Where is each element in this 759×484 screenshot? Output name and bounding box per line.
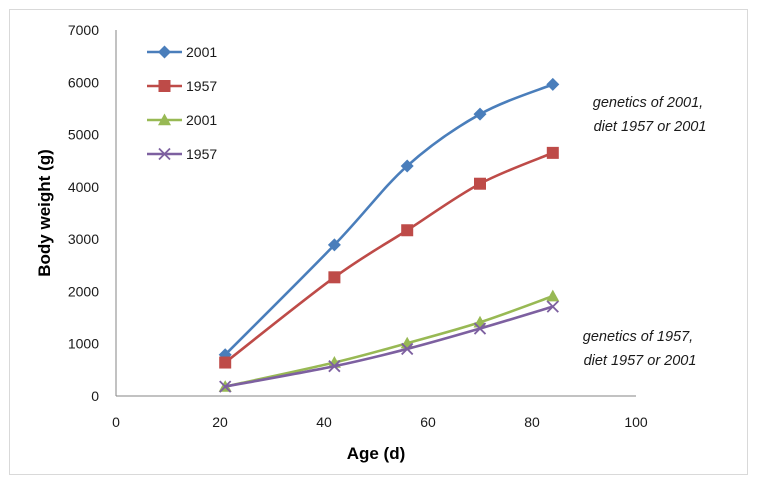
diamond-marker (546, 77, 560, 91)
x-marker-stroke (473, 322, 487, 335)
chart-frame (9, 9, 748, 475)
series-3 (218, 289, 560, 392)
y-tick-label: 5000 (68, 127, 99, 143)
square-marker (546, 146, 559, 159)
y-tick-label: 1000 (68, 336, 99, 352)
diamond-marker (158, 45, 171, 59)
x-marker-stroke (401, 342, 414, 356)
square-marker (474, 177, 486, 190)
x-tick-label: 100 (624, 414, 648, 430)
series-line (224, 83, 554, 356)
series-4 (219, 300, 559, 393)
x-tick-label: 40 (316, 414, 332, 430)
x-marker (158, 147, 171, 161)
y-tick-label: 2000 (68, 283, 99, 299)
x-marker (328, 360, 341, 373)
x-marker (473, 322, 487, 335)
legend-item: 1957 (147, 146, 217, 162)
x-marker-stroke (328, 360, 341, 373)
annotation-lower-line-2: diet 1957 or 2001 (584, 353, 697, 369)
y-tick-label: 7000 (68, 22, 99, 38)
series-line (224, 305, 554, 388)
triangle-marker (546, 289, 560, 302)
x-marker (219, 380, 232, 393)
legend-label: 1957 (186, 78, 217, 94)
axes (115, 30, 636, 397)
y-axis-title: Body weight (g) (35, 149, 54, 276)
y-tick-labels: 0 1000 2000 3000 4000 5000 6000 7000 (68, 22, 99, 404)
diamond-marker (327, 238, 341, 252)
annotations: genetics of 2001, diet 1957 or 2001 gene… (583, 95, 707, 369)
square-marker (401, 224, 414, 237)
x-tick-label: 80 (524, 414, 540, 430)
series-1 (218, 77, 560, 362)
triangle-marker (158, 113, 171, 126)
y-tick-label: 4000 (68, 179, 99, 195)
x-marker (546, 300, 559, 313)
annotation-upper: genetics of 2001, diet 1957 or 2001 (593, 95, 707, 135)
square-marker (158, 80, 171, 92)
x-tick-label: 60 (420, 414, 436, 430)
series-line (224, 294, 554, 388)
annotation-upper-line-1: genetics of 2001, (593, 95, 703, 111)
x-tick-labels: 0 20 40 60 80 100 (112, 414, 648, 430)
legend-label: 2001 (186, 112, 217, 128)
y-tick-label: 0 (91, 388, 99, 404)
legend-label: 2001 (186, 44, 217, 60)
legend-item: 1957 (147, 78, 217, 94)
x-marker (401, 342, 414, 356)
legend-item: 2001 (147, 112, 217, 128)
square-marker (219, 356, 232, 369)
legend: 2001 1957 2001 1957 (147, 44, 217, 162)
series-2 (219, 146, 559, 369)
diamond-marker (400, 159, 414, 173)
x-marker-stroke (219, 380, 232, 393)
x-marker-stroke (546, 300, 559, 313)
plot-area (218, 77, 560, 393)
diamond-marker (473, 107, 487, 121)
legend-label: 1957 (186, 146, 217, 162)
annotation-upper-line-2: diet 1957 or 2001 (594, 119, 707, 135)
y-tick-label: 3000 (68, 231, 99, 247)
x-axis-title: Age (d) (347, 444, 406, 463)
x-tick-label: 20 (212, 414, 228, 430)
annotation-lower: genetics of 1957, diet 1957 or 2001 (583, 329, 697, 369)
x-tick-label: 0 (112, 414, 120, 430)
square-marker (328, 271, 341, 284)
x-marker-stroke (158, 147, 171, 161)
legend-item: 2001 (147, 44, 217, 60)
annotation-lower-line-1: genetics of 1957, (583, 329, 693, 345)
y-tick-label: 6000 (68, 74, 99, 90)
